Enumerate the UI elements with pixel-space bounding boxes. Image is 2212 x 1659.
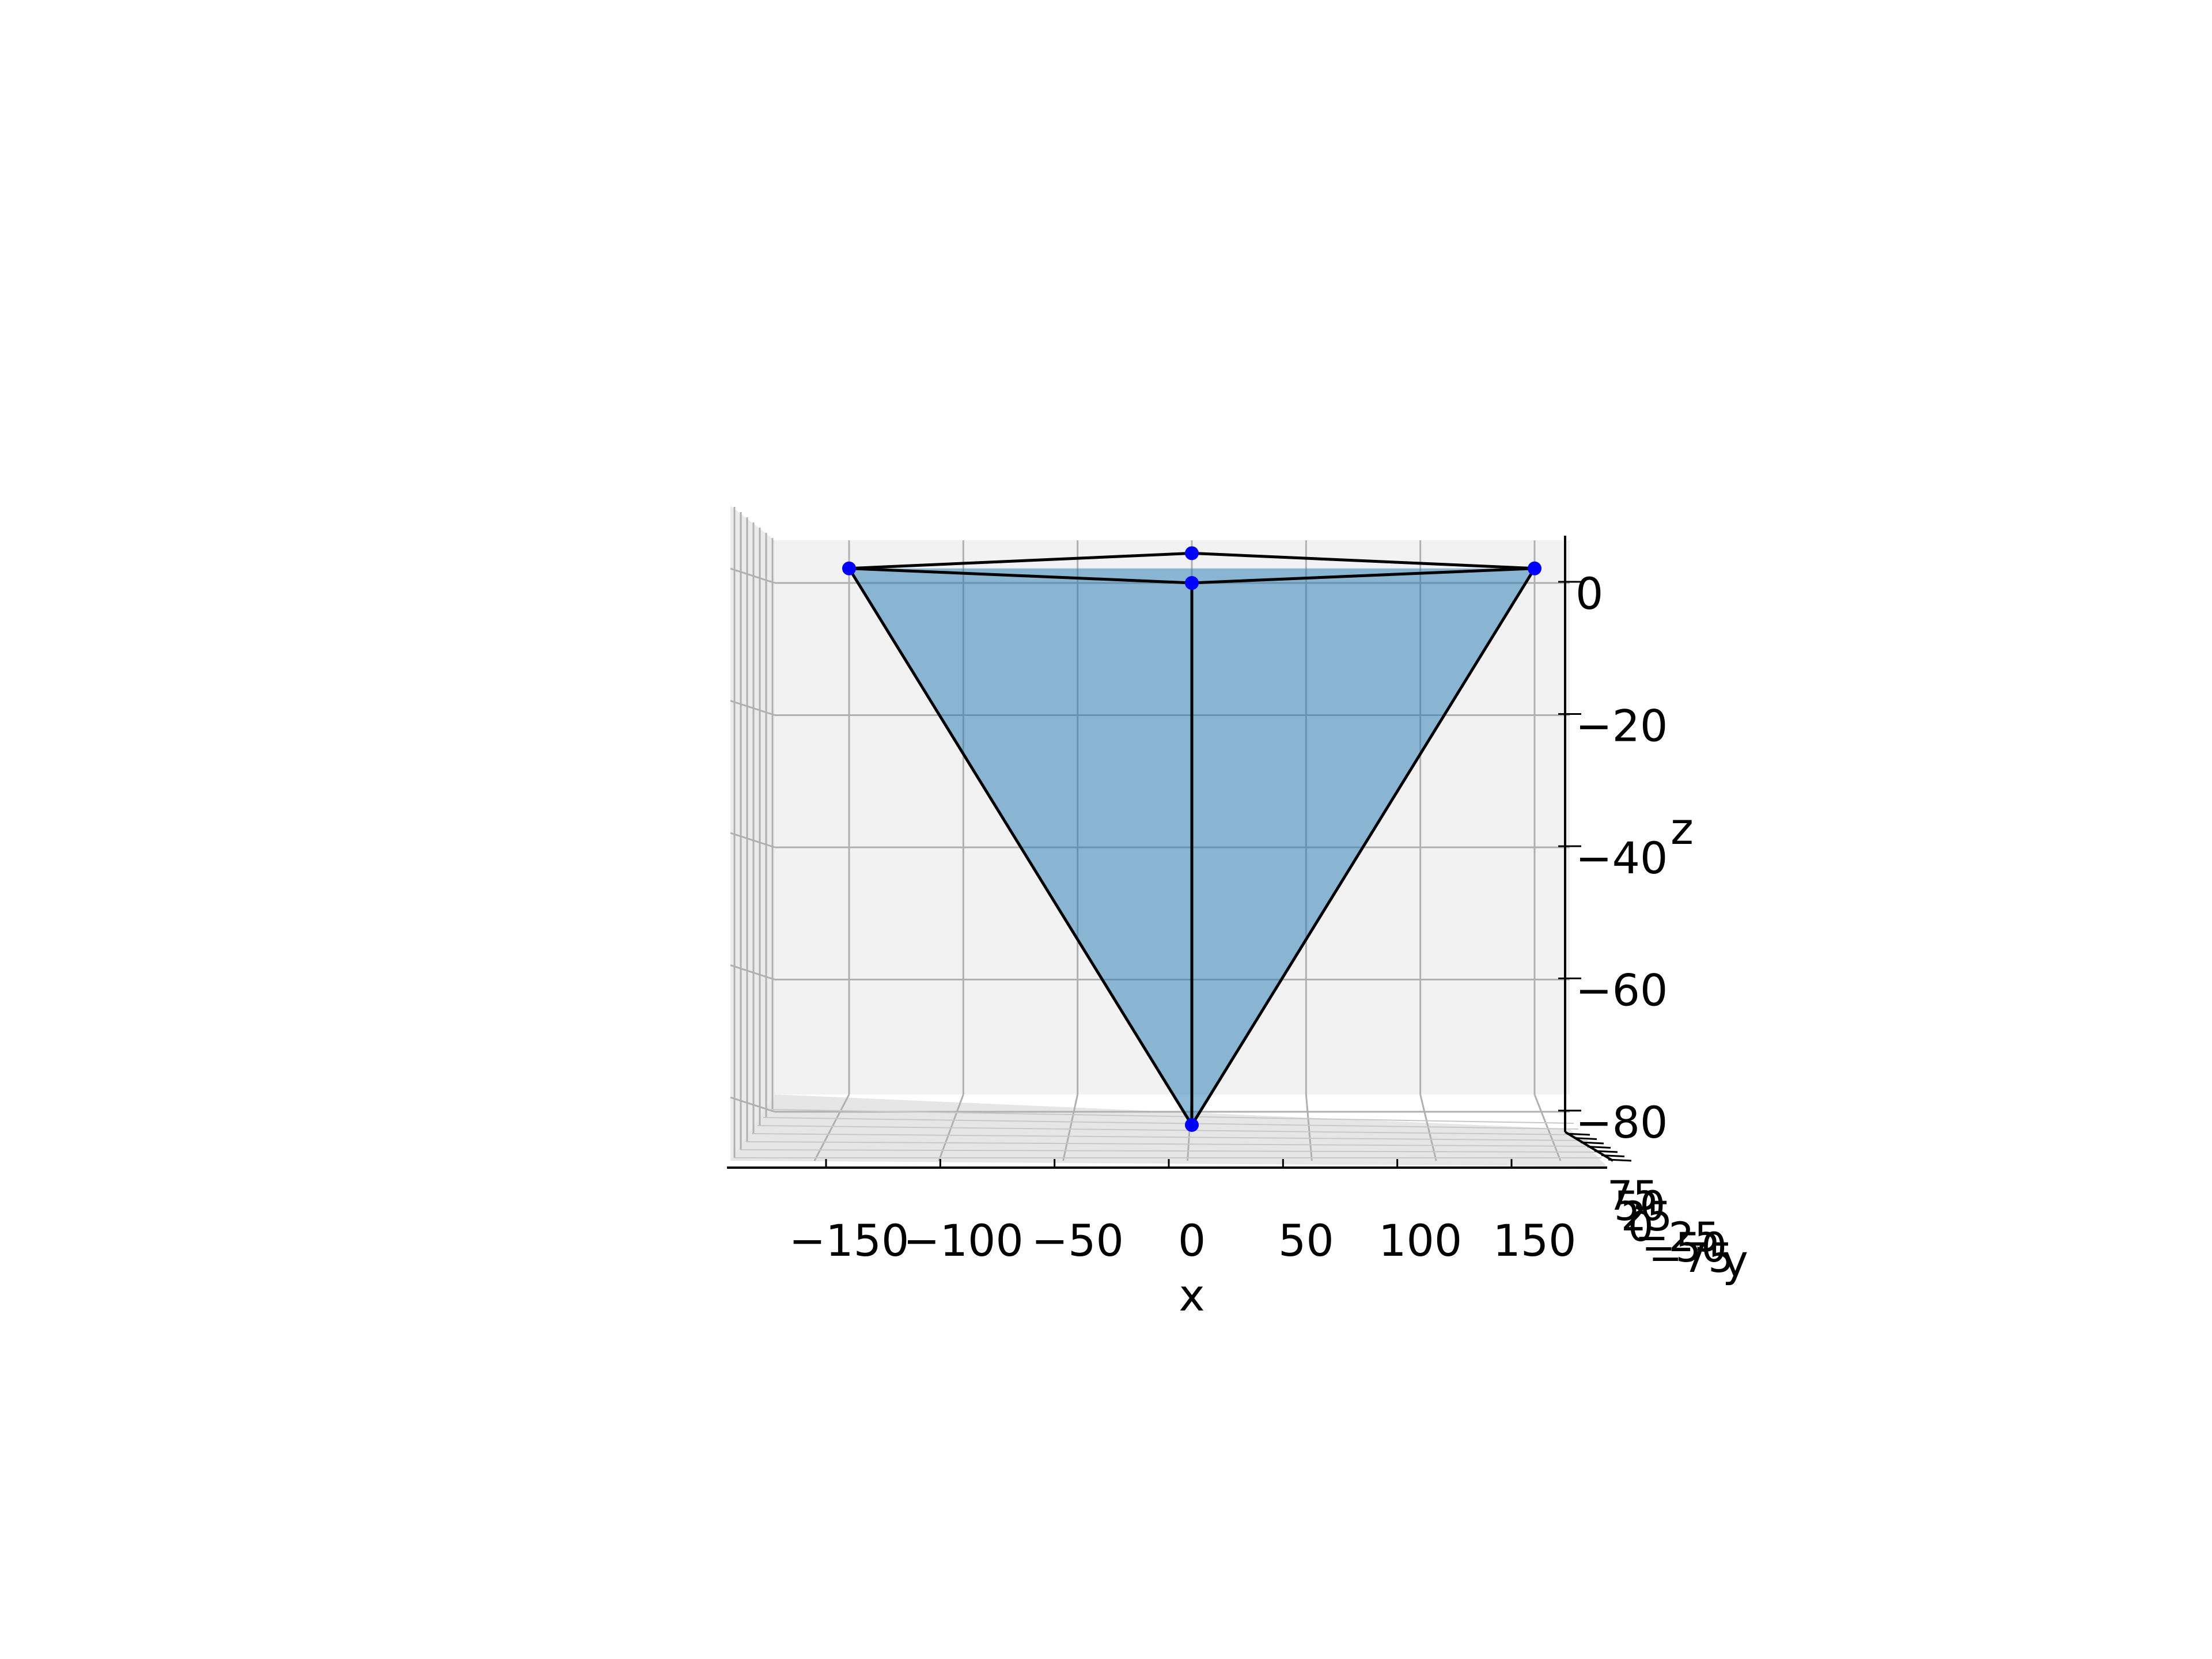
- x-axis-label: x: [1179, 1270, 1205, 1321]
- surface-edge-0: [849, 551, 1192, 570]
- y-tick-6: [1608, 1158, 1632, 1162]
- surface-edge-5: [847, 567, 1194, 1126]
- floor-grid-x-5: [1419, 1094, 1437, 1161]
- floor-grid-y-4: [757, 1125, 1584, 1135]
- vertex-point-1: [1185, 546, 1199, 560]
- z-tick-label-2: −40: [1575, 832, 1668, 884]
- x-tick-label-5: 100: [1378, 1215, 1462, 1266]
- floor-grid-x-6: [1533, 1094, 1562, 1161]
- x-tick-label-1: −100: [903, 1215, 1024, 1266]
- z-tick-label-3: −60: [1575, 965, 1668, 1016]
- surface-edge-1: [1191, 551, 1535, 570]
- y-tick-4: [1594, 1150, 1618, 1153]
- y-tick-label-1: 50: [1614, 1183, 1665, 1230]
- x-tick-label-6: 150: [1493, 1215, 1576, 1266]
- y-tick-label-5: −50: [1642, 1224, 1727, 1271]
- y-tick-label-3: 0: [1628, 1203, 1654, 1251]
- floor-grid-y-6: [768, 1109, 1574, 1124]
- surface-vertices: [842, 546, 1541, 1132]
- vertex-point-3: [1185, 576, 1199, 590]
- y-tick-0: [1566, 1132, 1590, 1136]
- y-tick-3: [1587, 1146, 1611, 1149]
- y-tick-5: [1601, 1154, 1625, 1157]
- floor-grid-y-5: [763, 1117, 1579, 1130]
- y-tick-1: [1573, 1137, 1597, 1140]
- y-tick-label-6: −75: [1649, 1234, 1734, 1282]
- floor-grid-x-2: [1062, 1094, 1079, 1161]
- z-tick-labels: 0 −20 −40 −60 −80: [1575, 568, 1668, 1148]
- floor-grid-y-2: [745, 1141, 1593, 1147]
- x-tick-label-0: −150: [789, 1215, 910, 1266]
- axis-lines: [727, 536, 1632, 1169]
- surface-edge-3: [1191, 567, 1535, 585]
- y-tick-label-2: 25: [1621, 1193, 1672, 1240]
- x-tick-label-4: 50: [1278, 1215, 1334, 1266]
- x-tick-label-2: −50: [1031, 1215, 1123, 1266]
- surface-edge-6: [1190, 567, 1536, 1126]
- x-tick-labels: −150−100 −50 0 50 100 150: [789, 1215, 1577, 1266]
- y-tick-label-4: −25: [1635, 1214, 1720, 1261]
- vertex-point-4: [1185, 1118, 1199, 1132]
- floor-grid-y-1: [740, 1149, 1597, 1153]
- surface-edges: [847, 551, 1536, 1126]
- surface-edge-2: [849, 567, 1192, 585]
- z-axis-label: z: [1671, 803, 1694, 854]
- y-axis-label: y: [1722, 1235, 1748, 1286]
- z-tick-label-1: −20: [1575, 700, 1668, 752]
- y-tick-2: [1580, 1141, 1604, 1145]
- y-tick-label-0: 75: [1607, 1172, 1658, 1219]
- vertex-point-0: [842, 561, 856, 575]
- z-tick-label-0: 0: [1575, 568, 1603, 619]
- x-tick-label-3: 0: [1178, 1215, 1206, 1266]
- vertex-point-2: [1528, 561, 1541, 575]
- floor-grid-y-3: [751, 1133, 1588, 1141]
- floor-grid-x-4: [1305, 1094, 1313, 1161]
- z-tick-label-4: −80: [1575, 1097, 1668, 1148]
